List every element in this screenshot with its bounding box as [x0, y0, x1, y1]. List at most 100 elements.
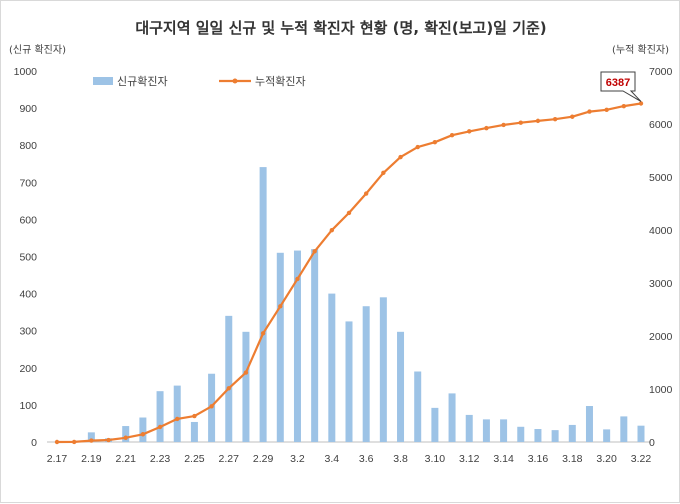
- bar-series-new-cases: [87, 167, 645, 443]
- bar-new-cases: [259, 167, 267, 443]
- left-y-tick-label: 100: [19, 400, 37, 412]
- bar-new-cases: [585, 406, 593, 442]
- bar-new-cases: [362, 306, 370, 442]
- x-tick-label: 3.16: [528, 453, 549, 465]
- left-y-tick-label: 1000: [14, 66, 38, 78]
- bar-new-cases: [345, 321, 353, 442]
- x-tick-label: 2.21: [115, 453, 136, 465]
- final-value-callout: 6387: [600, 71, 642, 102]
- cumulative-cases-point: [278, 304, 283, 309]
- x-tick-label: 2.19: [81, 453, 102, 465]
- x-tick-label: 2.25: [184, 453, 205, 465]
- right-y-tick-label: 5000: [649, 172, 673, 184]
- cumulative-cases-point: [449, 133, 455, 138]
- cumulative-cases-point: [54, 439, 60, 445]
- cumulative-cases-point: [140, 432, 146, 437]
- cumulative-cases-point: [415, 144, 420, 150]
- right-y-tick-label: 7000: [649, 66, 673, 78]
- cumulative-cases-point: [432, 139, 438, 145]
- cumulative-cases-point: [535, 118, 541, 124]
- cumulative-cases-point: [175, 416, 180, 422]
- left-y-tick-label: 900: [19, 103, 37, 115]
- cumulative-cases-point: [621, 103, 627, 109]
- right-y-tick-label: 6000: [649, 119, 673, 131]
- bar-new-cases: [431, 407, 439, 442]
- bar-new-cases: [156, 391, 164, 442]
- cumulative-cases-point: [123, 435, 128, 440]
- bar-new-cases: [482, 419, 490, 442]
- bar-new-cases: [122, 426, 130, 442]
- bar-new-cases: [414, 371, 422, 442]
- cumulative-cases-point: [484, 125, 489, 131]
- x-tick-label: 2.27: [219, 453, 240, 465]
- left-y-tick-label: 600: [19, 214, 37, 226]
- cumulative-cases-point: [398, 154, 403, 160]
- x-tick-label: 3.8: [393, 453, 408, 465]
- bar-new-cases: [293, 250, 301, 442]
- cumulative-cases-point: [501, 122, 506, 128]
- x-tick-label: 3.20: [596, 453, 617, 465]
- bar-new-cases: [379, 297, 387, 442]
- bar-new-cases: [465, 414, 473, 442]
- left-y-tick-label: 400: [19, 289, 37, 301]
- cumulative-cases-point: [329, 227, 335, 233]
- right-axis-unit-label: (누적 확진자): [612, 44, 669, 56]
- cumulative-cases-point: [89, 438, 94, 443]
- bar-new-cases: [448, 393, 456, 442]
- chart-title: 대구지역 일일 신규 및 누적 확진자 현황 (명, 확진(보고)일 기준): [135, 19, 546, 37]
- cumulative-cases-point: [381, 170, 386, 176]
- x-tick-label: 3.10: [425, 453, 446, 465]
- left-y-axis-ticks: 0 100 200 300 400 500 600 700 800 900 1000: [14, 66, 38, 449]
- bar-new-cases: [568, 424, 576, 442]
- cumulative-cases-point: [363, 191, 369, 196]
- callout-value: 6387: [606, 77, 630, 89]
- x-tick-label: 2.23: [150, 453, 171, 465]
- cumulative-cases-point: [243, 370, 249, 375]
- legend-swatch-new-cases: [93, 77, 113, 85]
- left-y-tick-label: 800: [19, 140, 37, 152]
- right-y-axis-ticks: 0 1000 2000 3000 4000 5000 6000 7000: [649, 66, 673, 449]
- right-y-tick-label: 1000: [649, 384, 673, 396]
- bar-new-cases: [500, 419, 508, 442]
- cumulative-cases-point: [157, 424, 163, 430]
- legend: 신규확진자 누적확진자: [93, 75, 306, 88]
- bar-new-cases: [517, 426, 525, 442]
- bar-new-cases: [328, 293, 336, 442]
- x-tick-label: 3.14: [493, 453, 514, 465]
- right-y-tick-label: 3000: [649, 278, 673, 290]
- right-y-tick-label: 0: [649, 437, 655, 449]
- cumulative-cases-point: [570, 114, 575, 119]
- x-tick-label: 3.18: [562, 453, 583, 465]
- bar-new-cases: [139, 417, 147, 442]
- cumulative-cases-point: [295, 276, 300, 282]
- cumulative-cases-point: [346, 210, 352, 216]
- bar-new-cases: [397, 331, 405, 442]
- cumulative-cases-point: [226, 386, 231, 391]
- line-series-cumulative-cases: [54, 101, 644, 445]
- cumulative-cases-point: [71, 439, 77, 445]
- left-y-tick-label: 0: [31, 437, 37, 449]
- bar-new-cases: [534, 429, 542, 442]
- left-y-tick-label: 200: [19, 363, 37, 375]
- x-tick-label: 2.29: [253, 453, 274, 465]
- legend-swatch-cumulative-marker: [232, 78, 238, 84]
- bar-new-cases: [311, 249, 319, 442]
- bar-new-cases: [551, 430, 559, 442]
- cumulative-cases-point: [604, 107, 609, 112]
- cumulative-cases-point: [518, 120, 523, 125]
- x-tick-label: 3.2: [290, 453, 305, 465]
- x-axis-ticks: 2.17 2.19 2.21 2.23 2.25 2.27 2.29 3.2 3.4 3.6 3.8…: [47, 453, 652, 465]
- bar-new-cases: [603, 429, 611, 442]
- x-tick-label: 3.6: [359, 453, 374, 465]
- cumulative-cases-point: [260, 331, 266, 336]
- x-tick-label: 3.4: [325, 453, 340, 465]
- cumulative-cases-point: [192, 413, 197, 419]
- legend-label-cumulative-cases: 누적확진자: [255, 75, 306, 88]
- cumulative-cases-point: [552, 116, 558, 122]
- bar-new-cases: [190, 421, 198, 442]
- x-tick-label: 2.17: [47, 453, 68, 465]
- bar-new-cases: [620, 416, 628, 442]
- legend-label-new-cases: 신규확진자: [117, 75, 168, 88]
